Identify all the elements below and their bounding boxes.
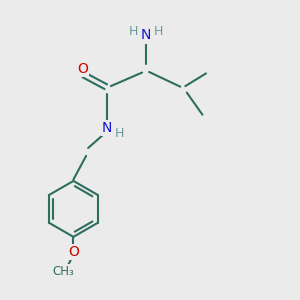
Text: O: O (68, 245, 79, 259)
Text: H: H (128, 25, 138, 38)
Text: O: O (77, 62, 88, 76)
Text: N: N (102, 121, 112, 135)
Text: H: H (115, 127, 124, 140)
Text: N: N (140, 28, 151, 42)
Text: H: H (153, 25, 163, 38)
Text: CH₃: CH₃ (52, 265, 74, 278)
